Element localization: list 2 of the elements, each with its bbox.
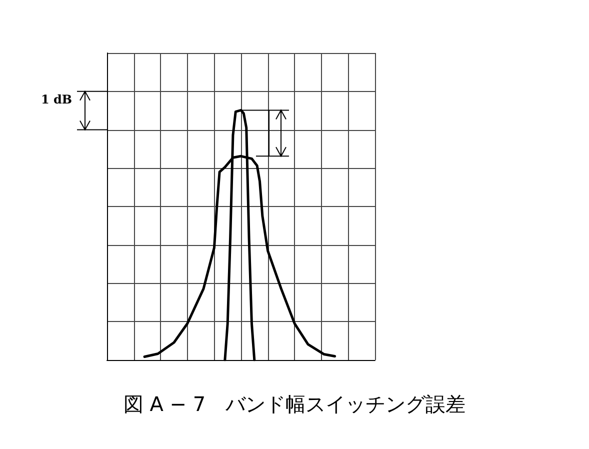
text: 1 dB: [41, 92, 72, 106]
text: 図 A − 7 バンド幅スイッチング誤差: [123, 392, 466, 416]
